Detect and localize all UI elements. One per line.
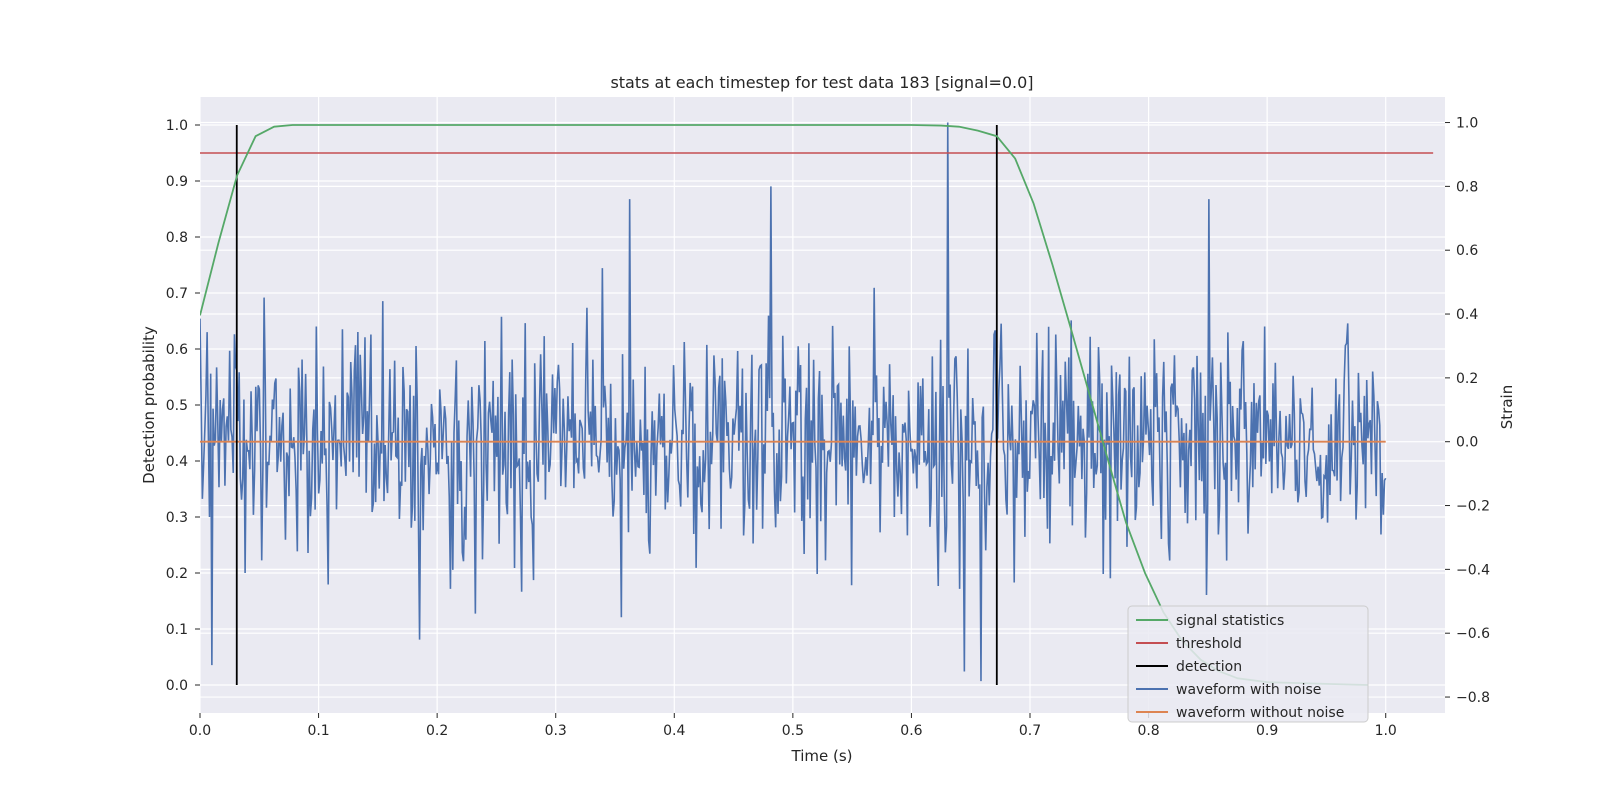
y-tick-label-left: 0.1 <box>166 622 188 638</box>
x-tick-label: 1.0 <box>1375 723 1397 739</box>
y-tick-label-left: 0.9 <box>166 174 188 190</box>
y-tick-label-right: −0.4 <box>1456 562 1490 578</box>
x-tick-label: 0.6 <box>900 723 922 739</box>
legend: signal statistics threshold detection wavef… <box>1127 605 1369 723</box>
y-tick-label-left: 0.2 <box>166 566 188 582</box>
y-tick-label-right: 0.0 <box>1456 435 1478 451</box>
legend-label: threshold <box>1176 636 1242 652</box>
x-axis-label: Time (s) <box>791 747 853 765</box>
y-tick-label-left: 0.4 <box>166 454 188 470</box>
y-tick-label-right: 0.8 <box>1456 179 1478 195</box>
chart-title: stats at each timestep for test data 183… <box>610 73 1033 92</box>
y-tick-label-left: 0.7 <box>166 286 188 302</box>
x-tick-label: 0.2 <box>426 723 448 739</box>
y-tick-label-right: 1.0 <box>1456 116 1478 132</box>
legend-label: signal statistics <box>1176 613 1284 629</box>
y-axis-left: 0.0 0.1 0.2 0.3 0.4 0.5 0.6 0.7 0.8 0.9 1.0 <box>166 118 200 694</box>
y-axis-label-right: Strain <box>1498 385 1516 429</box>
y-tick-label-left: 0.3 <box>166 510 188 526</box>
y-tick-label-right: 0.6 <box>1456 243 1478 259</box>
x-tick-label: 0.1 <box>307 723 329 739</box>
y-tick-label-right: 0.4 <box>1456 307 1478 323</box>
x-tick-label: 0.4 <box>663 723 685 739</box>
x-tick-label: 0.9 <box>1256 723 1278 739</box>
y-tick-label-right: −0.2 <box>1456 499 1490 515</box>
x-tick-label: 0.8 <box>1137 723 1159 739</box>
legend-label: detection <box>1176 659 1242 675</box>
x-tick-label: 0.5 <box>782 723 804 739</box>
y-tick-label-right: −0.6 <box>1456 626 1490 642</box>
y-axis-right: −0.8 −0.6 −0.4 −0.2 0.0 0.2 0.4 0.6 0.8 1.0 <box>1445 116 1490 706</box>
x-axis: 0.0 0.1 0.2 0.3 0.4 0.5 0.6 0.7 0.8 0.9 1.0 <box>189 713 1397 739</box>
y-tick-label-left: 0.0 <box>166 678 188 694</box>
x-tick-label: 0.0 <box>189 723 211 739</box>
series-waveform-with-noise <box>200 122 1387 682</box>
y-tick-label-right: −0.8 <box>1456 690 1490 706</box>
x-tick-label: 0.3 <box>545 723 567 739</box>
legend-label: waveform without noise <box>1176 705 1344 721</box>
y-tick-label-left: 0.8 <box>166 230 188 246</box>
x-tick-label: 0.7 <box>1019 723 1041 739</box>
y-axis-label-left: Detection probability <box>140 326 158 484</box>
y-tick-label-left: 0.5 <box>166 398 188 414</box>
y-tick-label-left: 0.6 <box>166 342 188 358</box>
y-tick-label-right: 0.2 <box>1456 371 1478 387</box>
legend-box <box>1127 605 1369 723</box>
legend-label: waveform with noise <box>1176 682 1321 698</box>
y-tick-label-left: 1.0 <box>166 118 188 134</box>
